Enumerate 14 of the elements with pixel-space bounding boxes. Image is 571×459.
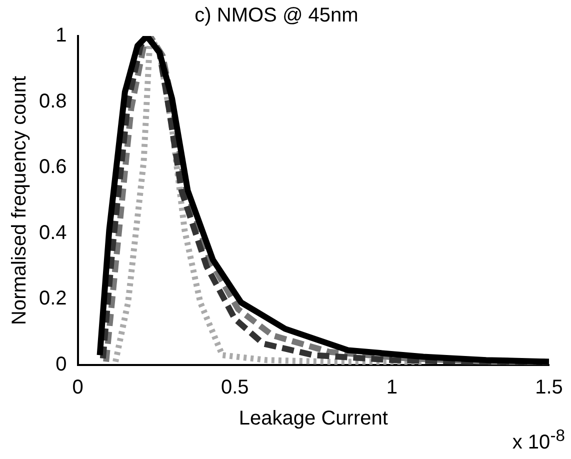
y-tick-label: 0.2 [38,288,67,310]
x-tick-label: 0.5 [220,376,249,399]
chart-title: c) NMOS @ 45nm [194,4,358,27]
x-tick-label: 1 [386,376,398,399]
text: x 10$^{-8}$ [512,426,565,455]
y-tick-label: 0.4 [38,222,67,244]
y-tick-label: 0 [56,354,67,376]
x-tick-label: 0 [72,376,84,399]
y-tick-label: 1 [56,24,67,47]
x-axis-title: Leakage Current [238,408,388,430]
y-axis-title: Normalised frequency count [8,76,31,326]
y-tick-label: 0.6 [38,156,67,178]
x-tick-label: 1.5 [535,376,563,399]
y-tick-label: 0.8 [38,90,67,112]
